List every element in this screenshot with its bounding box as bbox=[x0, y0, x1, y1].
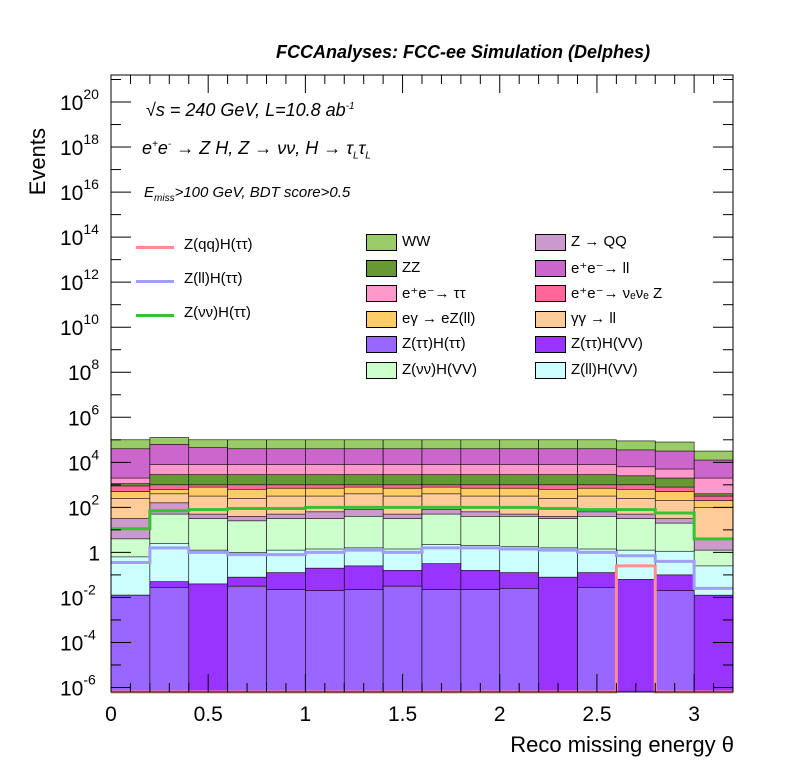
y-tick-label: 108 bbox=[68, 356, 99, 385]
legend-box-c1-5 bbox=[366, 362, 397, 379]
legend-box-c1-3 bbox=[366, 310, 397, 328]
legend-line-label-2: Z(νν)H(ττ) bbox=[184, 304, 251, 321]
bar-z-h--3 bbox=[227, 585, 267, 693]
y-tick-label: 10-6 bbox=[60, 671, 96, 700]
legend-box-c1-1 bbox=[366, 259, 397, 277]
y-tick-label: 1014 bbox=[60, 221, 99, 250]
legend-box-c1-0 bbox=[366, 234, 397, 251]
legend-box-c2-1 bbox=[535, 259, 566, 277]
legend-box-label-c1-1: ZZ bbox=[402, 258, 421, 276]
bar-z-h--0 bbox=[110, 594, 151, 693]
bar-z-h--6 bbox=[343, 589, 384, 693]
bar-z-h--14 bbox=[654, 590, 695, 693]
y-axis-title: Events bbox=[25, 128, 50, 196]
legend-box-label-c2-0: Z → QQ bbox=[571, 233, 627, 250]
y-tick-label: 104 bbox=[68, 446, 99, 475]
legend-box-c2-4 bbox=[535, 336, 566, 354]
y-tick-label: 1010 bbox=[60, 311, 99, 340]
legend-box-label-c2-2: e⁺e⁻→ νₑνₑ Z bbox=[571, 285, 663, 303]
legend-line-0 bbox=[136, 246, 174, 249]
bar-z-h--5 bbox=[305, 590, 345, 693]
y-tick-label: 1020 bbox=[60, 86, 99, 115]
annotation-energy-lumi: √s = 240 GeV, L=10.8 ab-1 bbox=[146, 100, 355, 120]
legend-box-c2-2 bbox=[535, 285, 566, 303]
x-tick-label: 0.5 bbox=[194, 703, 223, 726]
bar-z-h--10 bbox=[499, 588, 539, 693]
legend-box-label-c2-1: e⁺e⁻→ ll bbox=[571, 259, 630, 277]
bar-z-h--4 bbox=[266, 589, 306, 693]
y-tick-label: 102 bbox=[68, 491, 99, 520]
bar-z-h-vv--15 bbox=[693, 594, 734, 693]
chart-header-title: FCCAnalyses: FCC-ee Simulation (Delphes) bbox=[276, 42, 651, 62]
legend-box-c2-3 bbox=[535, 310, 566, 328]
bar-z-h--8 bbox=[421, 589, 462, 693]
y-tick-label: 1018 bbox=[60, 131, 99, 160]
bar-z-h--9 bbox=[460, 589, 501, 693]
y-tick-label: 1016 bbox=[60, 176, 99, 205]
legend-box-label-c1-3: eγ → eZ(ll) bbox=[402, 309, 476, 327]
x-tick-label: 0 bbox=[105, 703, 117, 726]
annotation-selection: Emiss>100 GeV, BDT score>0.5 bbox=[144, 184, 351, 204]
legend-box-c2-0 bbox=[535, 234, 566, 251]
y-tick-label: 106 bbox=[68, 401, 99, 430]
legend-box-c2-5 bbox=[535, 362, 566, 379]
line-z-h- bbox=[111, 505, 733, 541]
bar-z-h-vv--11 bbox=[538, 576, 578, 693]
bar-z-h--1 bbox=[149, 586, 190, 693]
bar-z-h-vv--13 bbox=[616, 579, 656, 693]
x-tick-label: 1.5 bbox=[388, 703, 417, 726]
y-tick-label: 1012 bbox=[60, 266, 99, 295]
legend-line-label-1: Z(ll)H(ττ) bbox=[184, 270, 243, 287]
legend-line-label-0: Z(qq)H(ττ) bbox=[184, 236, 253, 253]
legend-box-label-c1-2: e⁺e⁻→ ττ bbox=[402, 285, 466, 303]
legend-box-label-c2-4: Z(ττ)H(VV) bbox=[571, 335, 643, 353]
legend-box-c1-2 bbox=[366, 285, 397, 303]
y-tick-label: 1 bbox=[88, 542, 100, 565]
line-z-ll-h- bbox=[111, 546, 733, 590]
x-axis-title: Reco missing energy θ bbox=[510, 732, 734, 757]
legend-box-c1-4 bbox=[366, 336, 397, 354]
legend-box-label-c1-5: Z(νν)H(VV) bbox=[402, 361, 477, 378]
x-tick-label: 3 bbox=[688, 703, 700, 726]
legend-line-1 bbox=[136, 280, 174, 283]
legend-box-label-c1-4: Z(ττ)H(ττ) bbox=[402, 335, 466, 353]
annotation-process: e+e- → Z H, Z → νν, H → τLτL bbox=[142, 138, 371, 162]
legend-line-2 bbox=[136, 314, 174, 317]
legend-box-label-c2-5: Z(ll)H(VV) bbox=[571, 361, 638, 378]
x-tick-label: 1 bbox=[300, 703, 312, 726]
y-tick-label: 10-4 bbox=[60, 626, 96, 655]
y-tick-label: 10-2 bbox=[60, 581, 96, 610]
x-tick-label: 2.5 bbox=[582, 703, 611, 726]
legend-box-label-c2-3: γγ → ll bbox=[571, 309, 616, 327]
x-tick-label: 2 bbox=[494, 703, 506, 726]
legend-box-label-c1-0: WW bbox=[402, 233, 431, 250]
